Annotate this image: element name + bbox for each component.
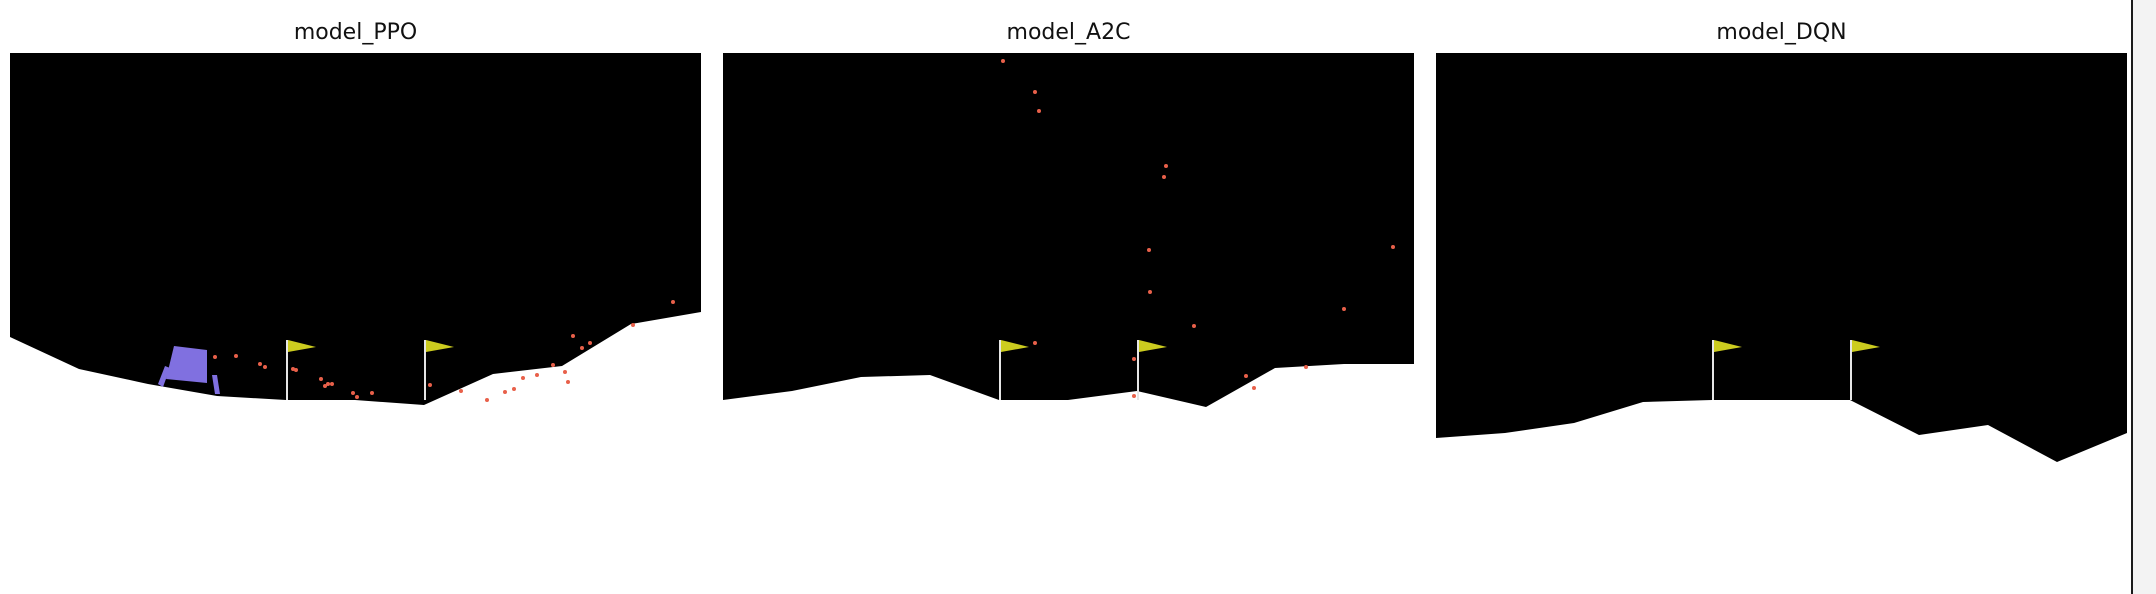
- moon-surface: [10, 312, 701, 594]
- lander-leg-left: [158, 366, 170, 387]
- panel-a2c: model_A2C: [723, 0, 1414, 594]
- landing-pad: [999, 340, 1167, 400]
- panel-dqn: model_DQN: [1436, 0, 2127, 594]
- panel-ppo: model_PPO: [10, 0, 701, 594]
- flag-right: [426, 340, 454, 352]
- lander: [158, 346, 220, 394]
- lander-body: [166, 346, 207, 383]
- environment-render: [723, 53, 1414, 594]
- panel-title: model_DQN: [1716, 20, 1847, 45]
- panel-title: model_A2C: [1006, 20, 1131, 45]
- flag-left: [288, 340, 316, 352]
- lander-leg-right: [212, 375, 220, 394]
- moon-surface: [723, 364, 1414, 594]
- moon-surface: [1436, 400, 2127, 594]
- flag-right: [1852, 340, 1880, 352]
- engine-particles: [213, 300, 675, 402]
- engine-particles: [1001, 59, 1395, 398]
- flag-right: [1139, 340, 1167, 352]
- window-edge: [2131, 0, 2156, 594]
- environment-render: [10, 53, 701, 594]
- flag-left: [1001, 340, 1029, 352]
- flag-left: [1714, 340, 1742, 352]
- landing-pad: [286, 340, 454, 400]
- landing-pad: [1712, 340, 1880, 400]
- panel-title: model_PPO: [293, 20, 418, 45]
- environment-render: [1436, 53, 2127, 594]
